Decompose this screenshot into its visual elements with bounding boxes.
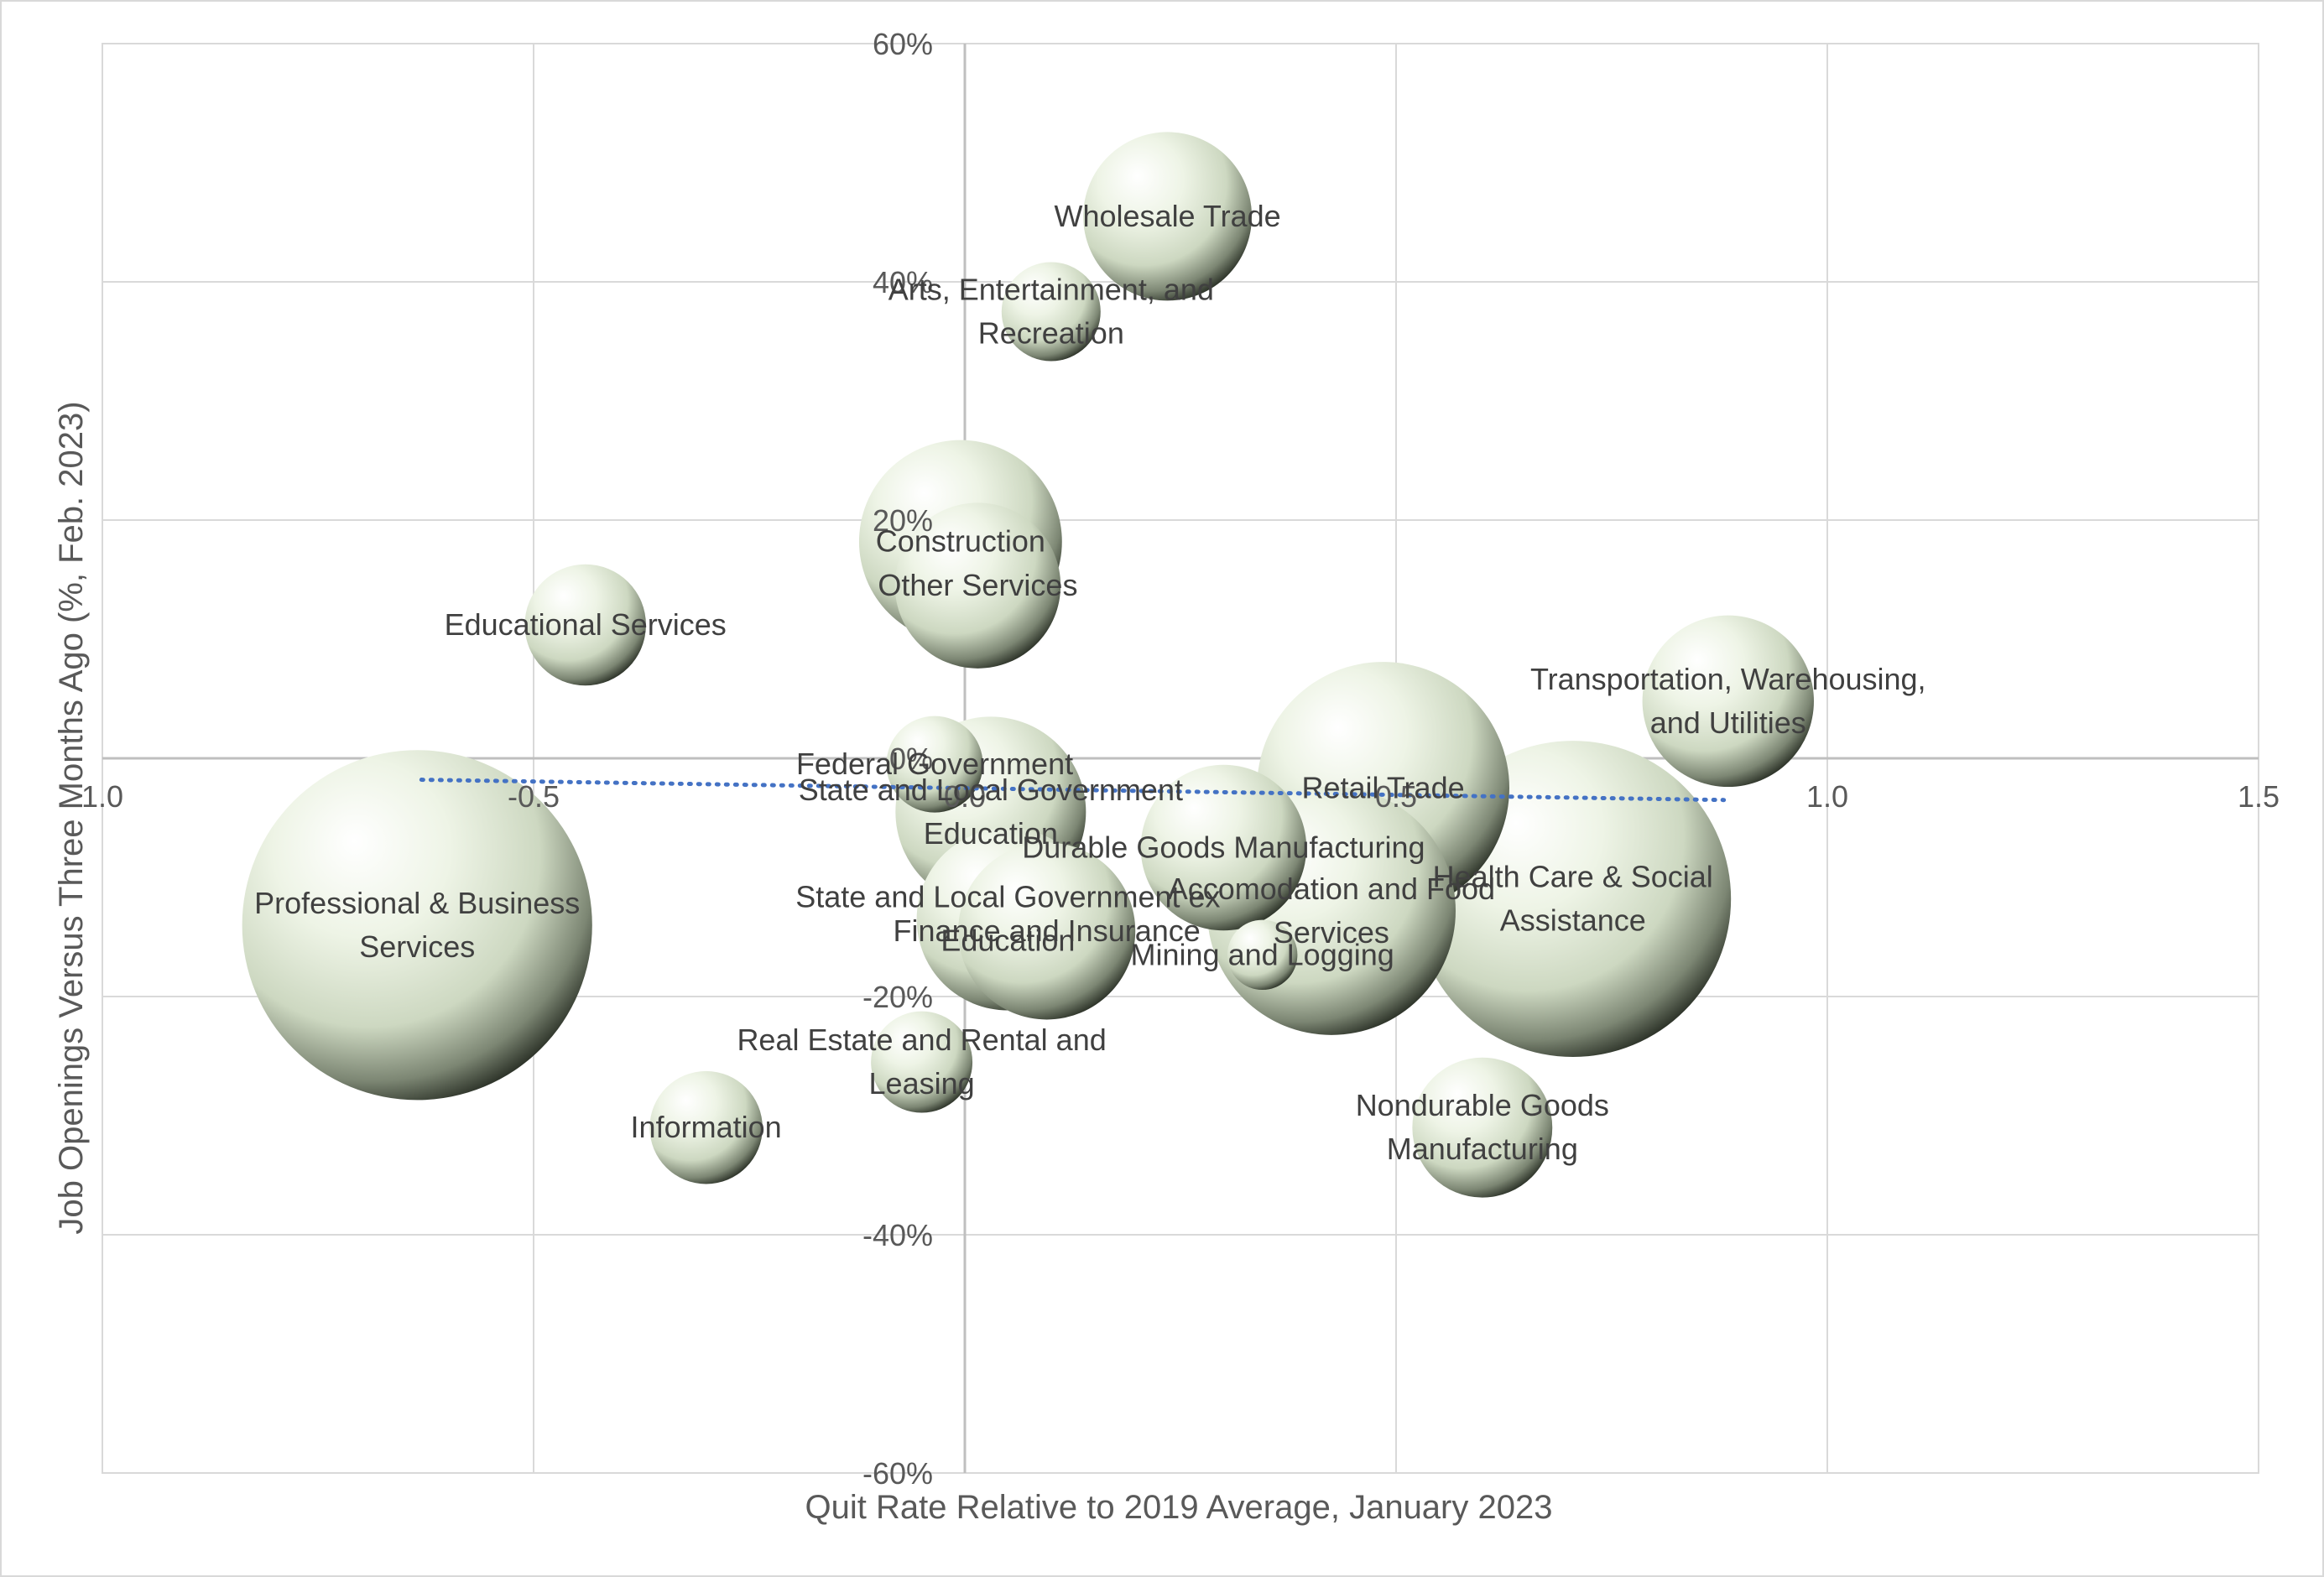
bubble-label: Transportation, Warehousing, xyxy=(1530,662,1926,696)
bubble-label: Services xyxy=(359,929,475,964)
bubble-label: Accomodation and Food xyxy=(1168,872,1495,906)
bubble xyxy=(958,842,1136,1020)
bubble-label: Recreation xyxy=(978,316,1124,351)
tick-labels: 1.0 -0.5 0.0 0.5 1.0 1.5 60% 40% 20% 0% -20% -40% -6… xyxy=(81,27,2280,1491)
bubble-label: Durable Goods Manufacturing xyxy=(1022,830,1425,865)
y-tick-label: -20% xyxy=(862,980,933,1014)
bubble-label: Information xyxy=(631,1110,782,1144)
bubble-label: Nondurable Goods xyxy=(1356,1088,1609,1122)
bubble xyxy=(1001,262,1101,362)
bubble-label: Finance and Insurance xyxy=(894,913,1201,948)
y-tick-label: 40% xyxy=(873,265,933,299)
y-tick-label: 20% xyxy=(873,503,933,538)
y-tick-label: 60% xyxy=(873,27,933,61)
x-tick-label: 0.0 xyxy=(944,779,986,814)
bubble-label: Federal Government xyxy=(796,747,1073,781)
bubble-label: Professional & Business xyxy=(254,886,580,920)
bubble xyxy=(1642,615,1814,788)
bubble xyxy=(1227,919,1298,991)
y-tick-label: 0% xyxy=(889,742,933,776)
bubble-label: Mining and Logging xyxy=(1131,937,1394,971)
y-axis-title: Job Openings Versus Three Months Ago (%,… xyxy=(53,401,90,1234)
x-tick-label: -0.5 xyxy=(508,779,560,814)
bubble-label: Arts, Entertainment, and xyxy=(888,273,1214,307)
x-tick-label: 1.5 xyxy=(2238,779,2280,814)
x-axis-title: Quit Rate Relative to 2019 Average, Janu… xyxy=(805,1489,1553,1526)
bubble-label: State and Local Government xyxy=(799,773,1183,807)
bubble-labels: Wholesale Trade Arts, Entertainment, and R… xyxy=(254,199,1925,1166)
y-tick-label: -60% xyxy=(862,1456,933,1491)
bubble-label: Other Services xyxy=(878,568,1077,602)
bubble-label: Services xyxy=(1274,915,1389,950)
bubble-label: Wholesale Trade xyxy=(1055,199,1281,233)
bubble-label: Education xyxy=(924,816,1058,851)
bubble xyxy=(871,1011,973,1113)
bubble-label: Educational Services xyxy=(445,607,727,642)
x-tick-label: 1.0 xyxy=(1806,779,1848,814)
bubble-label: Assistance xyxy=(1500,903,1646,938)
bubble-label: Education xyxy=(941,924,1075,958)
bubble-label: Construction xyxy=(876,524,1045,559)
bubble xyxy=(1083,132,1253,301)
y-tick-label: -40% xyxy=(862,1218,933,1252)
bubble xyxy=(649,1070,763,1184)
bubble xyxy=(524,564,646,686)
bubble-label: and Utilities xyxy=(1650,705,1806,740)
bubble-label: Retail Trade xyxy=(1302,771,1465,805)
bubble xyxy=(1412,1057,1553,1198)
bubble-series xyxy=(242,132,1814,1198)
bubble-label: Real Estate and Rental and xyxy=(737,1023,1106,1057)
x-tick-label: 0.5 xyxy=(1375,779,1417,814)
bubble xyxy=(894,502,1061,669)
x-tick-label: 1.0 xyxy=(81,779,123,814)
bubble-label: State and Local Government ex xyxy=(795,880,1220,914)
bubble-label: Health Care & Social xyxy=(1433,860,1713,894)
bubble-label: Leasing xyxy=(869,1066,975,1101)
bubble-label: Manufacturing xyxy=(1387,1132,1578,1166)
bubble xyxy=(1140,764,1307,931)
bubble xyxy=(242,750,592,1101)
